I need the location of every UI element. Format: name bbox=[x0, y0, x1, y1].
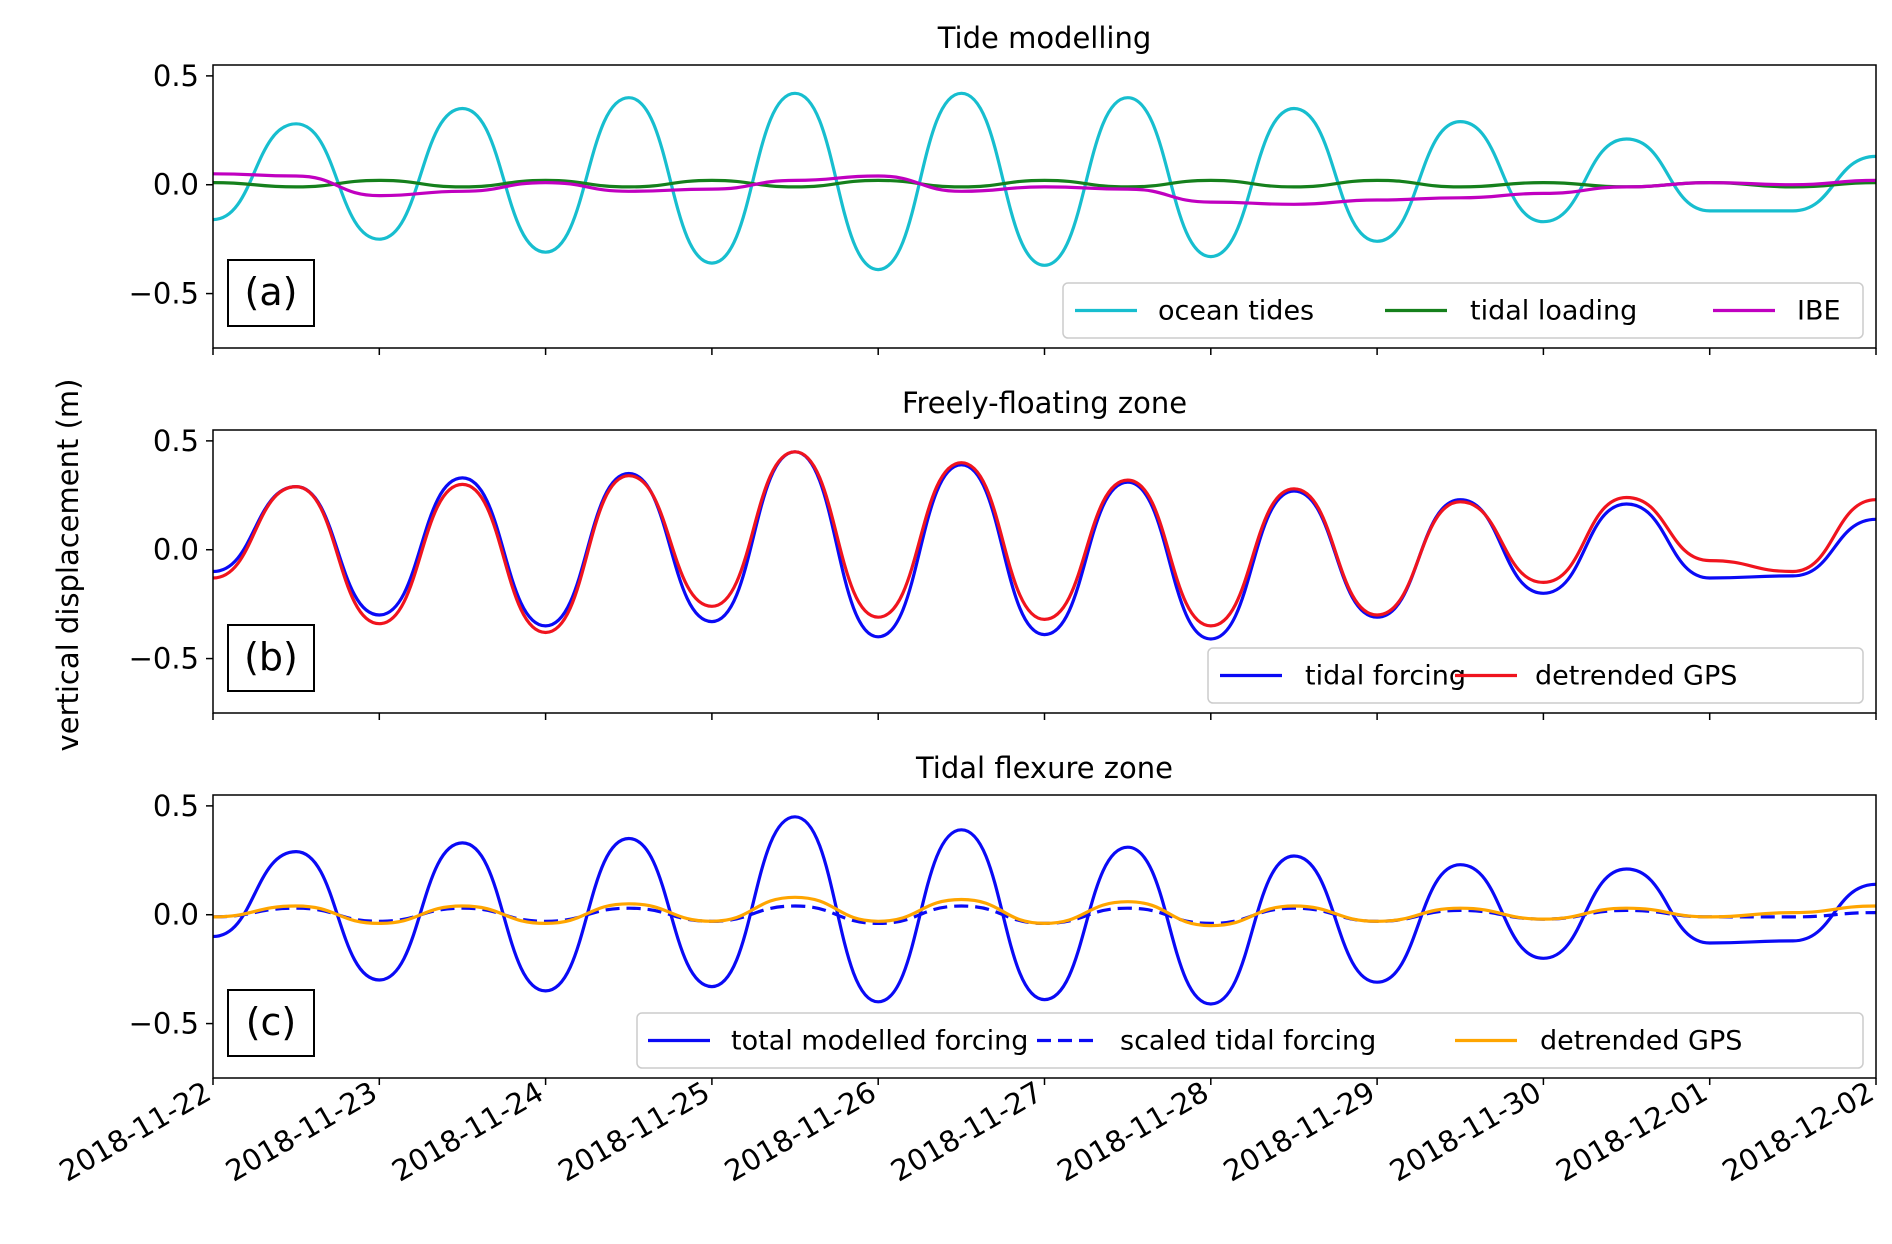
legend-entry: IBE bbox=[1797, 296, 1841, 327]
y-axis-label: vertical displacement (m) bbox=[51, 379, 85, 752]
x-tick-label: 2018-11-23 bbox=[220, 1075, 383, 1189]
panel-a: Tide modelling 0.5 0.0 −0.5 (a) ocean tides ti… bbox=[129, 21, 1877, 355]
series-line bbox=[213, 450, 1876, 641]
legend-entry: detrended GPS bbox=[1540, 1026, 1742, 1057]
x-tick-label: 2018-11-28 bbox=[1051, 1075, 1214, 1189]
x-tick-label: 2018-12-02 bbox=[1717, 1075, 1880, 1189]
y-tick-label: −0.5 bbox=[129, 1007, 199, 1041]
y-tick-label: −0.5 bbox=[129, 642, 199, 676]
legend: ocean tides tidal loading IBE bbox=[1062, 282, 1864, 339]
series-line bbox=[213, 450, 1876, 635]
y-tick-label: 0.5 bbox=[153, 789, 199, 823]
panel-title: Tide modelling bbox=[937, 21, 1152, 55]
panel-label: (b) bbox=[244, 635, 298, 679]
panel-title: Freely-floating zone bbox=[902, 386, 1187, 420]
x-tick-label: 2018-11-30 bbox=[1384, 1075, 1547, 1189]
legend: total modelled forcing scaled tidal forci… bbox=[636, 1012, 1864, 1069]
x-tick-label: 2018-11-29 bbox=[1218, 1075, 1381, 1189]
y-tick-label: 0.0 bbox=[153, 898, 199, 932]
y-tick-label: 0.0 bbox=[153, 533, 199, 567]
legend-frame bbox=[636, 1012, 1864, 1069]
panel-label-box bbox=[227, 989, 315, 1057]
panel-label: (c) bbox=[246, 1000, 297, 1044]
x-tick-label: 2018-12-01 bbox=[1550, 1075, 1713, 1189]
legend-entry: tidal loading bbox=[1470, 296, 1637, 327]
panel-label: (a) bbox=[245, 270, 298, 314]
series-line bbox=[213, 178, 1876, 189]
series-line bbox=[213, 815, 1876, 1006]
legend: tidal forcing detrended GPS bbox=[1207, 647, 1864, 704]
x-tick-label: 2018-11-26 bbox=[719, 1075, 882, 1189]
legend-frame bbox=[1062, 282, 1864, 339]
panel-label-box bbox=[227, 624, 315, 692]
x-tick-labels: 2018-11-22 2018-11-23 2018-11-24 2018-11-25… bbox=[54, 1075, 1880, 1189]
panel-c: Tidal flexure zone 0.5 0.0 −0.5 (c) total mod… bbox=[129, 751, 1877, 1085]
legend-entry: tidal forcing bbox=[1305, 661, 1466, 692]
x-tick-label: 2018-11-22 bbox=[54, 1075, 217, 1189]
axes-frame bbox=[212, 794, 1877, 1079]
axes-frame bbox=[212, 429, 1877, 714]
legend-frame bbox=[1207, 647, 1864, 704]
series-line bbox=[213, 91, 1876, 272]
legend-entry: scaled tidal forcing bbox=[1120, 1026, 1376, 1057]
legend-entry: ocean tides bbox=[1158, 296, 1314, 327]
x-tick-label: 2018-11-24 bbox=[386, 1075, 549, 1189]
x-tick-label: 2018-11-25 bbox=[552, 1075, 715, 1189]
panel-label-box bbox=[227, 259, 315, 327]
series-line bbox=[213, 172, 1876, 206]
y-tick-label: 0.5 bbox=[153, 59, 199, 93]
series-line bbox=[213, 895, 1876, 928]
y-tick-label: 0.0 bbox=[153, 168, 199, 202]
axes-frame bbox=[212, 64, 1877, 349]
legend-entry: total modelled forcing bbox=[731, 1026, 1028, 1057]
panel-b: Freely-floating zone 0.5 0.0 −0.5 (b) tidal f… bbox=[129, 386, 1877, 720]
panel-title: Tidal flexure zone bbox=[915, 751, 1173, 785]
x-tick-label: 2018-11-27 bbox=[885, 1075, 1048, 1189]
y-tick-label: 0.5 bbox=[153, 424, 199, 458]
legend-entry: detrended GPS bbox=[1535, 661, 1737, 692]
y-tick-label: −0.5 bbox=[129, 277, 199, 311]
